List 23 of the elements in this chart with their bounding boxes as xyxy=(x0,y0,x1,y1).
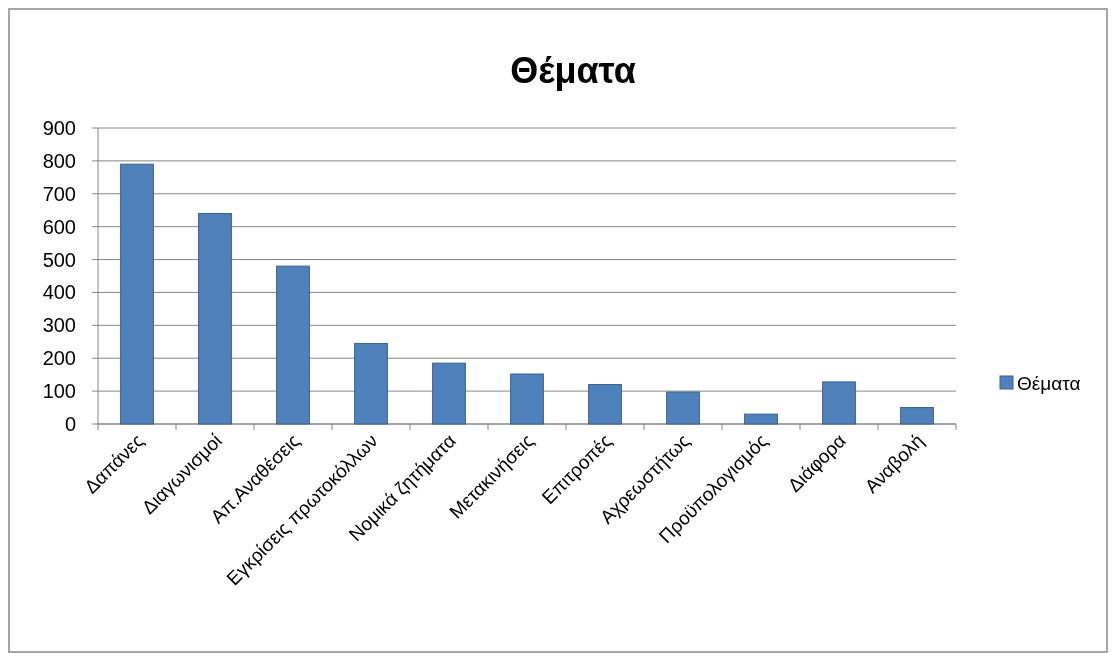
bar xyxy=(510,373,544,425)
bar xyxy=(666,391,700,425)
y-tick-label: 900 xyxy=(42,117,76,139)
y-tick-label: 300 xyxy=(42,314,76,337)
y-tick-label: 800 xyxy=(42,149,76,172)
chart-title: Θέματα xyxy=(510,50,636,91)
bar xyxy=(900,407,934,425)
bar xyxy=(198,213,232,425)
bar xyxy=(354,342,388,425)
y-tick-label: 600 xyxy=(42,215,76,238)
y-tick-label: 700 xyxy=(42,182,76,205)
bar xyxy=(744,413,778,425)
y-tick-label: 0 xyxy=(64,413,76,435)
legend-label: Θέματα xyxy=(1017,372,1081,394)
y-tick-label: 500 xyxy=(42,248,76,271)
bar xyxy=(120,163,154,425)
y-tick-label: 100 xyxy=(42,380,76,403)
y-tick-label: 200 xyxy=(42,347,76,370)
bar xyxy=(432,362,466,425)
y-tick-label: 400 xyxy=(42,281,76,304)
bar xyxy=(588,384,622,425)
bar xyxy=(822,381,856,425)
bar xyxy=(276,265,310,425)
